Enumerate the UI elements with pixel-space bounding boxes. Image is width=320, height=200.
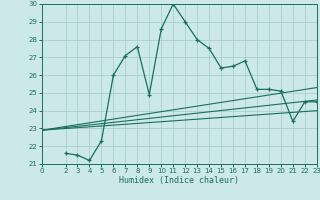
X-axis label: Humidex (Indice chaleur): Humidex (Indice chaleur) [119, 176, 239, 185]
